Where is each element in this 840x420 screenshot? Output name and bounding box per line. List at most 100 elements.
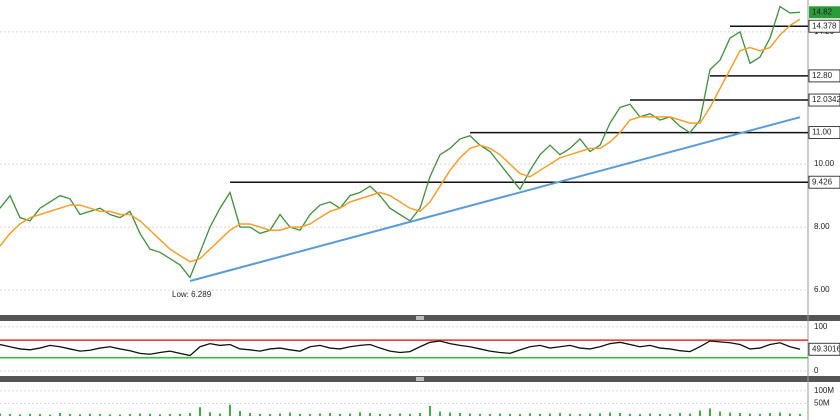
volume-bar <box>669 414 671 417</box>
volume-bar <box>639 414 641 417</box>
separator-handle <box>416 316 424 320</box>
volume-bar <box>519 414 521 417</box>
volume-bar <box>79 414 81 417</box>
volume-bar <box>169 414 171 417</box>
level-tag <box>808 19 840 33</box>
volume-bar <box>439 411 441 417</box>
volume-bar <box>209 412 211 417</box>
level-label: 12.0342 <box>812 95 840 104</box>
volume-bar <box>0 413 1 417</box>
volume-bar <box>39 414 41 417</box>
volume-bar <box>769 413 771 417</box>
volume-bar <box>139 413 141 417</box>
volume-bar <box>709 408 711 417</box>
volume-bar <box>389 414 391 417</box>
volume-bar <box>49 414 51 417</box>
volume-bar <box>99 414 101 417</box>
volume-bar <box>369 413 371 417</box>
volume-bar <box>269 414 271 417</box>
volume-bar <box>399 413 401 417</box>
volume-bar <box>509 413 511 417</box>
volume-bar <box>729 412 731 417</box>
volume-bar <box>689 413 691 417</box>
trendline <box>189 116 801 282</box>
volume-bar <box>759 413 761 417</box>
volume-bar <box>499 413 501 417</box>
y-tick-label: 6.00 <box>814 285 830 294</box>
low-label: Low: 6.289 <box>172 290 212 299</box>
volume-bar <box>589 413 591 417</box>
level-label: 11.00 <box>812 128 832 137</box>
volume-bar <box>559 413 561 417</box>
level-tag <box>808 175 840 189</box>
volume-bar <box>599 413 601 417</box>
level-tag <box>808 93 840 107</box>
volume-bar <box>89 413 91 417</box>
last-value-tag <box>808 342 840 356</box>
volume-bar <box>289 412 291 417</box>
volume-bar <box>319 413 321 417</box>
last-value-label: 49.3016 <box>812 344 840 353</box>
volume-bar <box>339 413 341 417</box>
level-label: 9.426 <box>812 177 833 186</box>
volume-bar <box>449 412 451 417</box>
series-line <box>0 18 801 263</box>
level-label: 12.80 <box>812 71 833 80</box>
volume-bar <box>479 413 481 417</box>
last-value-label: 14.82 <box>812 7 833 16</box>
volume-bar <box>199 407 201 417</box>
volume-bar <box>749 413 751 417</box>
volume-bar <box>459 413 461 417</box>
volume-bar <box>9 414 11 417</box>
volume-bar <box>229 404 231 417</box>
volume-bar <box>679 413 681 417</box>
volume-bar <box>719 411 721 417</box>
volume-bar <box>299 413 301 417</box>
volume-bar <box>349 413 351 417</box>
y-tick-label: 8.00 <box>814 222 830 231</box>
volume-bar <box>469 413 471 417</box>
volume-bar <box>149 413 151 417</box>
volume-bar <box>119 414 121 417</box>
volume-bar <box>489 414 491 417</box>
volume-bar <box>789 413 791 417</box>
volume-bar <box>309 414 311 417</box>
volume-bar <box>609 412 611 417</box>
volume-bar <box>539 413 541 417</box>
volume-bar <box>189 413 191 417</box>
volume-bar <box>379 413 381 417</box>
volume-bar <box>249 413 251 417</box>
volume-bar <box>549 413 551 417</box>
y-tick-label: 50M <box>814 399 830 408</box>
level-label: 14.378 <box>812 21 837 30</box>
volume-bar <box>529 413 531 417</box>
volume-bar <box>409 413 411 417</box>
volume-bar <box>799 413 801 417</box>
level-tag <box>808 126 840 140</box>
volume-bar <box>259 413 261 417</box>
volume-bar <box>739 413 741 417</box>
volume-bar <box>219 413 221 417</box>
y-tick-label: 0 <box>814 366 819 375</box>
volume-bar <box>329 413 331 417</box>
volume-bar <box>629 413 631 417</box>
level-tag <box>808 69 840 83</box>
volume-bar <box>419 413 421 417</box>
volume-bar <box>239 411 241 417</box>
volume-bar <box>129 414 131 417</box>
volume-bar <box>69 414 71 417</box>
volume-bar <box>579 414 581 417</box>
series-line <box>0 5 801 279</box>
volume-bar <box>159 414 161 417</box>
y-tick-label: 100M <box>814 386 834 395</box>
y-tick-label: 100 <box>814 322 828 331</box>
last-value-tag <box>809 6 840 19</box>
y-tick-label: 10.00 <box>814 159 835 168</box>
volume-bar <box>179 413 181 417</box>
volume-bar <box>699 410 701 417</box>
volume-bar <box>109 414 111 417</box>
volume-bar <box>619 413 621 417</box>
volume-bar <box>19 414 21 417</box>
separator-handle <box>416 377 424 381</box>
